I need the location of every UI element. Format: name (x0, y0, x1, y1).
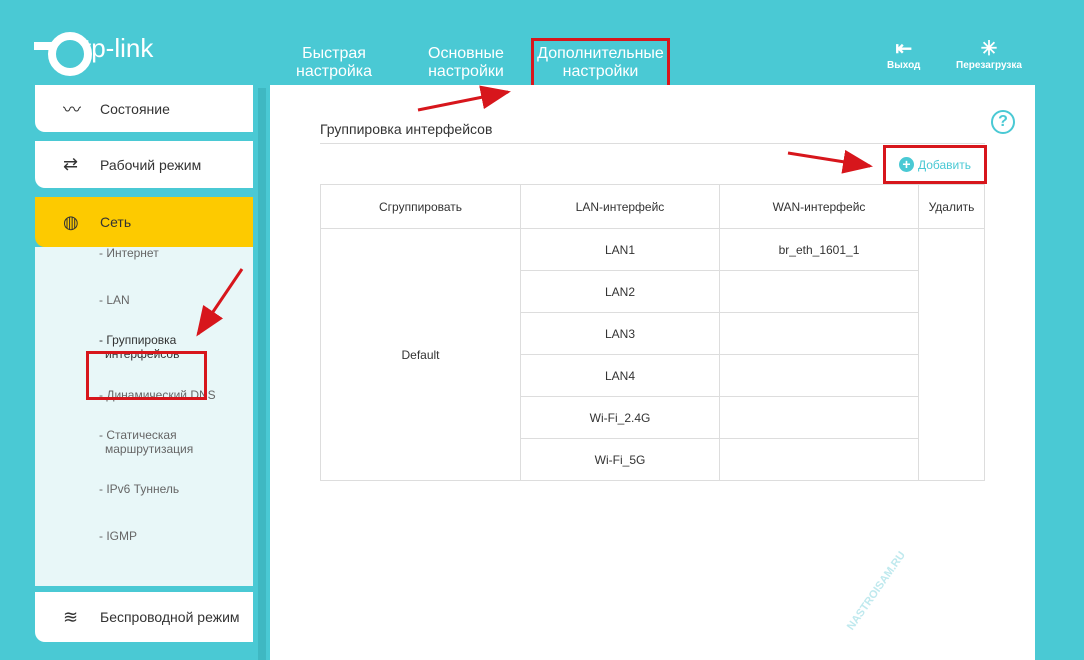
wan-cell (719, 396, 919, 439)
arrow-to-add (787, 149, 873, 174)
submenu-label: - Статическая (99, 428, 177, 442)
wifi-icon: ≋ (63, 606, 79, 627)
help-icon[interactable]: ? (991, 110, 1015, 134)
reboot-label: Перезагрузка (956, 60, 1022, 71)
sidebar-scrollbar[interactable] (258, 88, 266, 660)
submenu-label: - Группировка (99, 333, 177, 347)
lan-cell: LAN3 (520, 312, 720, 355)
column-header: Удалить (918, 184, 985, 229)
table-row: Wi-Fi_2.4G (321, 396, 985, 439)
wan-cell (719, 438, 919, 481)
swap-icon: ⇄ (63, 154, 79, 174)
divider (320, 143, 985, 144)
submenu-igmp[interactable]: - IGMP (99, 529, 137, 543)
sidebar: 〰 Состояние ⇄ Рабочий режим ◍ Сеть - Интерн… (35, 85, 253, 651)
lan-cell: LAN4 (520, 354, 720, 397)
table-row: Default LAN1 br_eth_1601_1 (320, 228, 985, 481)
submenu-internet[interactable]: - Интернет (99, 246, 159, 260)
tab-label: Основные (428, 45, 504, 62)
reboot-icon: ✳ (980, 38, 998, 60)
add-button[interactable]: + Добавить (883, 145, 987, 184)
column-header: Сгруппировать (320, 184, 521, 229)
submenu-label: интерфейсов (105, 347, 180, 361)
group-name: Default (320, 228, 521, 481)
table-row: LAN2 (321, 270, 985, 313)
sidebar-item-status[interactable]: 〰 Состояние (35, 85, 253, 132)
tab-label: настройки (428, 63, 504, 80)
submenu-ipv6-tunnel[interactable]: - IPv6 Туннель (99, 482, 180, 496)
tab-label: Быстрая (302, 45, 366, 62)
wan-cell (719, 354, 919, 397)
submenu-interface-grouping[interactable]: - Группировка интерфейсов (35, 333, 179, 361)
submenu-label: маршрутизация (105, 442, 194, 456)
logout-icon: ⇤ (895, 38, 913, 60)
sidebar-item-label: Рабочий режим (100, 156, 202, 173)
pulse-icon: 〰 (63, 99, 81, 120)
column-header: LAN-интерфейс (520, 184, 720, 229)
sidebar-item-label: Сеть (100, 214, 132, 230)
logout-label: Выход (887, 60, 921, 71)
add-label: Добавить (917, 157, 972, 172)
tab-label: настройка (296, 63, 373, 80)
submenu-static-routing[interactable]: - Статическая маршрутизация (35, 428, 193, 456)
tab-basic[interactable]: Основные настройки (428, 45, 504, 81)
arrow-to-submenu (196, 268, 244, 337)
globe-icon: ◍ (63, 211, 79, 232)
tab-label: настройки (562, 63, 639, 80)
logo-text: tp-link (84, 32, 154, 63)
table-row: LAN3 (321, 312, 985, 355)
lan-cell: Wi-Fi_2.4G (520, 396, 720, 439)
table-row: Wi-Fi_5G (321, 438, 985, 481)
tab-quick-setup[interactable]: Быстрая настройка (296, 45, 372, 81)
lan-cell: LAN1 (520, 228, 720, 271)
sidebar-item-network[interactable]: ◍ Сеть (35, 197, 253, 247)
main-panel: Группировка интерфейсов ? + Добавить Сгру… (270, 85, 1035, 660)
plus-icon: + (898, 157, 914, 172)
page-title: Группировка интерфейсов (320, 121, 493, 137)
wan-cell: br_eth_1601_1 (719, 228, 919, 271)
tp-link-logo: tp-link (34, 28, 154, 76)
delete-cell (918, 228, 985, 481)
sidebar-item-label: Беспроводной режим (100, 609, 240, 625)
submenu-lan[interactable]: - LAN (99, 293, 130, 307)
sidebar-item-mode[interactable]: ⇄ Рабочий режим (35, 141, 253, 188)
reboot-button[interactable]: ✳ Перезагрузка (956, 38, 1022, 71)
logout-button[interactable]: ⇤ Выход (887, 38, 920, 71)
tab-label: Дополнительные (537, 45, 664, 62)
column-header: WAN-интерфейс (719, 184, 919, 229)
highlight-box (86, 351, 207, 400)
sidebar-item-wireless[interactable]: ≋ Беспроводной режим (35, 592, 253, 642)
arrow-to-tab (417, 85, 511, 112)
network-submenu: - Интернет - LAN - Группировка интерфейсо… (35, 246, 253, 586)
grouping-table: Сгруппировать LAN-интерфейс WAN-интерфейс У… (320, 184, 985, 481)
sidebar-item-label: Состояние (100, 100, 170, 117)
table-row: LAN4 (321, 354, 985, 397)
lan-cell: Wi-Fi_5G (520, 438, 720, 481)
